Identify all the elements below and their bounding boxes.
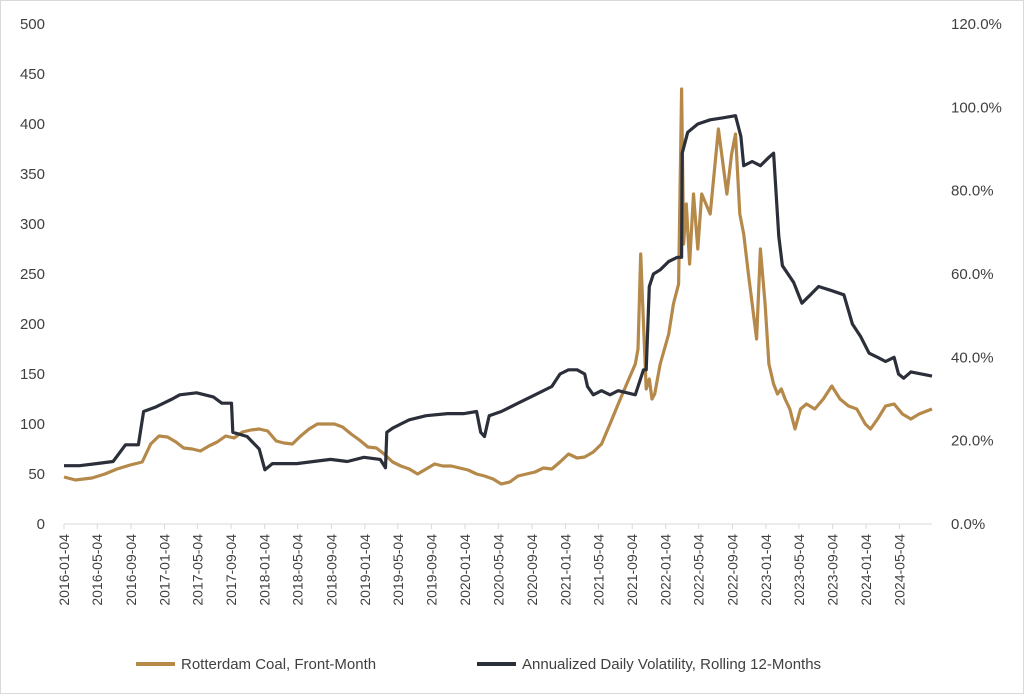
- right-tick-label: 0.0%: [951, 516, 985, 533]
- right-tick-label: 60.0%: [951, 266, 994, 283]
- x-tick-label: 2022-01-04: [658, 534, 674, 606]
- left-tick-label: 150: [20, 366, 45, 383]
- x-tick-label: 2022-09-04: [724, 534, 740, 606]
- left-tick-label: 250: [20, 266, 45, 283]
- x-tick-label: 2020-05-04: [490, 534, 506, 606]
- x-tick-label: 2022-05-04: [691, 534, 707, 606]
- series-line-coal: [63, 87, 933, 486]
- left-tick-label: 300: [20, 216, 45, 233]
- x-tick-label: 2021-01-04: [558, 534, 574, 606]
- right-y-axis: 0.0% 20.0% 40.0% 60.0% 80.0% 100.0% 120.0%: [951, 16, 1002, 533]
- x-tick-label: 2023-05-04: [791, 534, 807, 606]
- x-tick-label: 2024-01-04: [858, 534, 874, 606]
- left-y-axis: 0 50 100 150 200 250 300 350 400 450 500: [20, 16, 45, 533]
- x-tick-label: 2016-09-04: [123, 534, 139, 606]
- right-tick-label: 40.0%: [951, 349, 994, 366]
- right-tick-label: 80.0%: [951, 183, 994, 200]
- x-tick-label: 2023-09-04: [825, 534, 841, 606]
- x-tick-label: 2016-05-04: [89, 534, 105, 606]
- left-tick-label: 350: [20, 166, 45, 183]
- right-tick-label: 100.0%: [951, 99, 1002, 116]
- x-tick-label: 2020-01-04: [457, 534, 473, 606]
- legend-label-volatility: Annualized Daily Volatility, Rolling 12-…: [522, 656, 821, 673]
- series-line-volatility: [64, 114, 933, 472]
- x-tick-label: 2019-09-04: [424, 534, 440, 606]
- right-tick-label: 20.0%: [951, 433, 994, 450]
- legend-label-coal: Rotterdam Coal, Front-Month: [181, 656, 376, 673]
- x-tick-label: 2024-05-04: [891, 534, 907, 606]
- x-tick-label: 2018-09-04: [323, 534, 339, 606]
- x-tick-label: 2020-09-04: [524, 534, 540, 606]
- left-tick-label: 100: [20, 416, 45, 433]
- x-tick-label: 2017-05-04: [189, 534, 205, 606]
- left-tick-label: 50: [28, 466, 45, 483]
- right-tick-label: 120.0%: [951, 16, 1002, 33]
- x-tick-label: 2018-05-04: [290, 534, 306, 606]
- x-tick-label: 2023-01-04: [758, 534, 774, 606]
- left-tick-label: 400: [20, 116, 45, 133]
- x-tick-label: 2017-09-04: [223, 534, 239, 606]
- left-tick-label: 450: [20, 66, 45, 83]
- x-tick-label: 2021-09-04: [624, 534, 640, 606]
- left-tick-label: 0: [37, 516, 45, 533]
- x-axis: 2016-01-04 2016-05-04 2016-09-04 2017-01-04…: [56, 523, 932, 606]
- x-tick-label: 2019-05-04: [390, 534, 406, 606]
- x-tick-label: 2017-01-04: [156, 534, 172, 606]
- x-tick-label: 2018-01-04: [257, 534, 273, 606]
- x-tick-label: 2019-01-04: [357, 534, 373, 606]
- legend: Rotterdam Coal, Front-Month Annualized D…: [136, 656, 821, 673]
- x-tick-label: 2021-05-04: [590, 534, 606, 606]
- x-tick-label: 2016-01-04: [56, 534, 72, 606]
- left-tick-label: 500: [20, 16, 45, 33]
- left-tick-label: 200: [20, 316, 45, 333]
- plot-area: [63, 87, 933, 486]
